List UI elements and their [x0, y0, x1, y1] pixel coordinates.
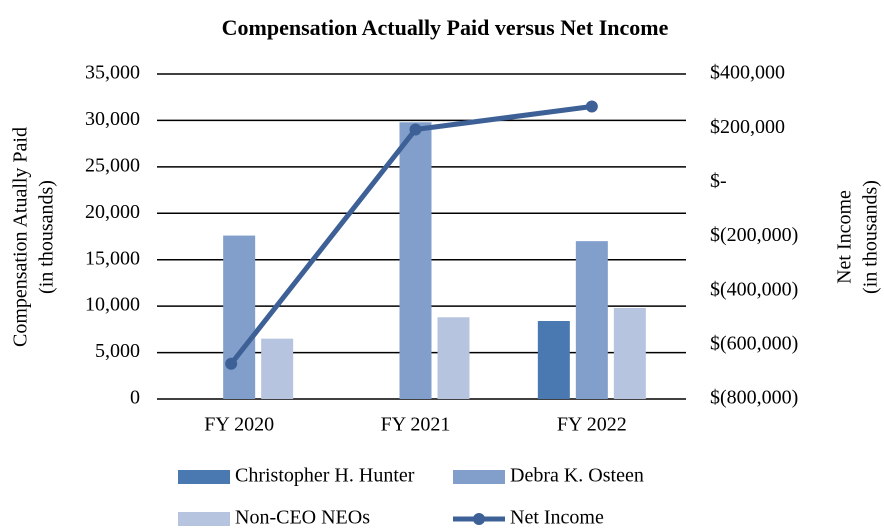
bar [261, 338, 294, 399]
y2-tick-label: $200,000 [710, 116, 785, 138]
x-tick-label: FY 2021 [381, 414, 451, 436]
y-tick-label: 35,000 [85, 62, 140, 84]
legend-swatch [473, 513, 485, 525]
y-axis-title: Compensation Atually Paid (in thousands) [10, 127, 58, 347]
y2-tick-label: $(200,000) [710, 224, 798, 246]
legend-swatch [453, 470, 505, 484]
line-marker [225, 357, 238, 370]
legend-label: Debra K. Osteen [510, 465, 644, 487]
line-marker [585, 100, 598, 113]
y-tick-label: 0 [130, 387, 140, 409]
legend-label: Christopher H. Hunter [235, 465, 415, 487]
x-tick-label: FY 2022 [557, 414, 627, 436]
bar [437, 317, 470, 399]
y2-axis-title-line: Net Income [834, 190, 856, 284]
y2-tick-label: $(400,000) [710, 278, 798, 300]
y-tick-label: 5,000 [95, 340, 140, 362]
y2-tick-label: $400,000 [710, 62, 785, 84]
bar [223, 235, 256, 399]
y-axis-title-line: Compensation Atually Paid [10, 127, 32, 347]
y-tick-label: 15,000 [85, 247, 140, 269]
y2-axis-title: Net Income (in thousands) [834, 180, 882, 294]
bar [399, 122, 432, 400]
bar [575, 241, 608, 399]
y-tick-label: 25,000 [85, 154, 140, 176]
y-tick-label: 10,000 [85, 294, 140, 316]
y2-tick-label: $- [710, 170, 727, 192]
y2-tick-label: $(600,000) [710, 332, 798, 354]
line-marker [409, 123, 422, 136]
legend-label: Non-CEO NEOs [235, 507, 370, 528]
chart-title: Compensation Actually Paid versus Net In… [222, 15, 669, 40]
y2-tick-label: $(800,000) [710, 387, 798, 409]
x-tick-label: FY 2020 [204, 414, 274, 436]
y-tick-label: 20,000 [85, 201, 140, 223]
legend-swatch [178, 470, 230, 484]
bar [537, 321, 570, 399]
y2-axis-title-line: (in thousands) [860, 180, 882, 294]
legend-label: Net Income [510, 507, 604, 528]
y-tick-label: 30,000 [85, 108, 140, 130]
y-axis-title-line: (in thousands) [36, 180, 58, 294]
bar [613, 308, 646, 399]
legend-swatch [178, 512, 230, 526]
